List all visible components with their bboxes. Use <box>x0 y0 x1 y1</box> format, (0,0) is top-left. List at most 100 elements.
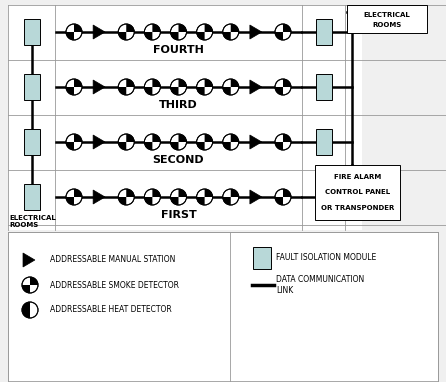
Wedge shape <box>170 142 178 150</box>
Text: FIRST: FIRST <box>161 210 196 220</box>
Circle shape <box>145 24 161 40</box>
Bar <box>302 115 345 170</box>
Text: DATA COMMUNICATION
LINK: DATA COMMUNICATION LINK <box>276 275 364 295</box>
Circle shape <box>118 24 134 40</box>
Circle shape <box>223 134 239 150</box>
Wedge shape <box>153 134 161 142</box>
Circle shape <box>118 79 134 95</box>
Bar <box>315 74 331 100</box>
Wedge shape <box>223 197 231 205</box>
Bar <box>24 184 40 210</box>
Bar <box>347 5 427 33</box>
Text: THIRD: THIRD <box>159 100 198 110</box>
Wedge shape <box>283 79 291 87</box>
Bar <box>55 5 302 60</box>
Wedge shape <box>118 142 126 150</box>
Wedge shape <box>66 197 74 205</box>
Wedge shape <box>74 134 82 142</box>
Wedge shape <box>223 87 231 95</box>
Bar <box>8 170 55 225</box>
Circle shape <box>145 189 161 205</box>
Circle shape <box>118 134 134 150</box>
Polygon shape <box>93 135 105 149</box>
Bar <box>302 170 345 225</box>
Polygon shape <box>250 80 262 94</box>
Bar <box>55 115 302 170</box>
Text: OR TRANSPONDER: OR TRANSPONDER <box>321 205 394 211</box>
Bar <box>8 115 55 170</box>
Text: FAULT ISOLATION MODULE: FAULT ISOLATION MODULE <box>276 254 376 262</box>
Circle shape <box>197 134 213 150</box>
Polygon shape <box>23 253 35 267</box>
Bar <box>24 19 40 45</box>
Text: ROOMS: ROOMS <box>372 22 402 28</box>
Wedge shape <box>205 24 213 32</box>
Text: ADDRESSABLE MANUAL STATION: ADDRESSABLE MANUAL STATION <box>50 256 175 264</box>
Circle shape <box>275 79 291 95</box>
Circle shape <box>66 24 82 40</box>
Wedge shape <box>22 285 30 293</box>
Wedge shape <box>74 189 82 197</box>
Circle shape <box>170 134 186 150</box>
Polygon shape <box>250 190 262 204</box>
Bar <box>315 165 400 220</box>
Circle shape <box>197 24 213 40</box>
Wedge shape <box>30 277 38 285</box>
Bar <box>315 19 331 45</box>
Wedge shape <box>145 142 153 150</box>
Wedge shape <box>170 87 178 95</box>
Bar <box>24 129 40 155</box>
Wedge shape <box>178 79 186 87</box>
Polygon shape <box>93 190 105 204</box>
Wedge shape <box>197 197 205 205</box>
Wedge shape <box>153 79 161 87</box>
Wedge shape <box>231 24 239 32</box>
Wedge shape <box>231 79 239 87</box>
Circle shape <box>197 79 213 95</box>
Wedge shape <box>275 87 283 95</box>
Wedge shape <box>231 189 239 197</box>
Bar <box>24 74 40 100</box>
Wedge shape <box>197 142 205 150</box>
Polygon shape <box>250 25 262 39</box>
Polygon shape <box>93 25 105 39</box>
Wedge shape <box>275 197 283 205</box>
Text: ADDRESSABLE SMOKE DETECTOR: ADDRESSABLE SMOKE DETECTOR <box>50 280 179 290</box>
Circle shape <box>22 277 38 293</box>
Wedge shape <box>178 134 186 142</box>
Circle shape <box>275 134 291 150</box>
Polygon shape <box>93 80 105 94</box>
Wedge shape <box>231 134 239 142</box>
Wedge shape <box>118 197 126 205</box>
Text: FOURTH: FOURTH <box>153 45 204 55</box>
Bar <box>8 5 362 230</box>
Text: ADDRESSABLE HEAT DETECTOR: ADDRESSABLE HEAT DETECTOR <box>50 306 172 314</box>
Circle shape <box>223 189 239 205</box>
Bar <box>8 232 438 382</box>
Circle shape <box>197 189 213 205</box>
Wedge shape <box>205 134 213 142</box>
Wedge shape <box>153 189 161 197</box>
Wedge shape <box>145 197 153 205</box>
Wedge shape <box>178 189 186 197</box>
Circle shape <box>275 24 291 40</box>
Wedge shape <box>275 32 283 40</box>
Text: SECOND: SECOND <box>153 155 204 165</box>
Circle shape <box>170 79 186 95</box>
Bar <box>8 60 55 115</box>
Wedge shape <box>197 87 205 95</box>
Text: CONTROL PANEL: CONTROL PANEL <box>325 189 390 196</box>
Wedge shape <box>145 87 153 95</box>
Bar <box>315 129 331 155</box>
Wedge shape <box>283 134 291 142</box>
Wedge shape <box>205 79 213 87</box>
Bar <box>315 184 331 210</box>
Polygon shape <box>250 135 262 149</box>
Wedge shape <box>283 189 291 197</box>
Wedge shape <box>66 142 74 150</box>
Wedge shape <box>283 24 291 32</box>
Wedge shape <box>223 142 231 150</box>
Circle shape <box>66 189 82 205</box>
Wedge shape <box>145 32 153 40</box>
Wedge shape <box>126 189 134 197</box>
